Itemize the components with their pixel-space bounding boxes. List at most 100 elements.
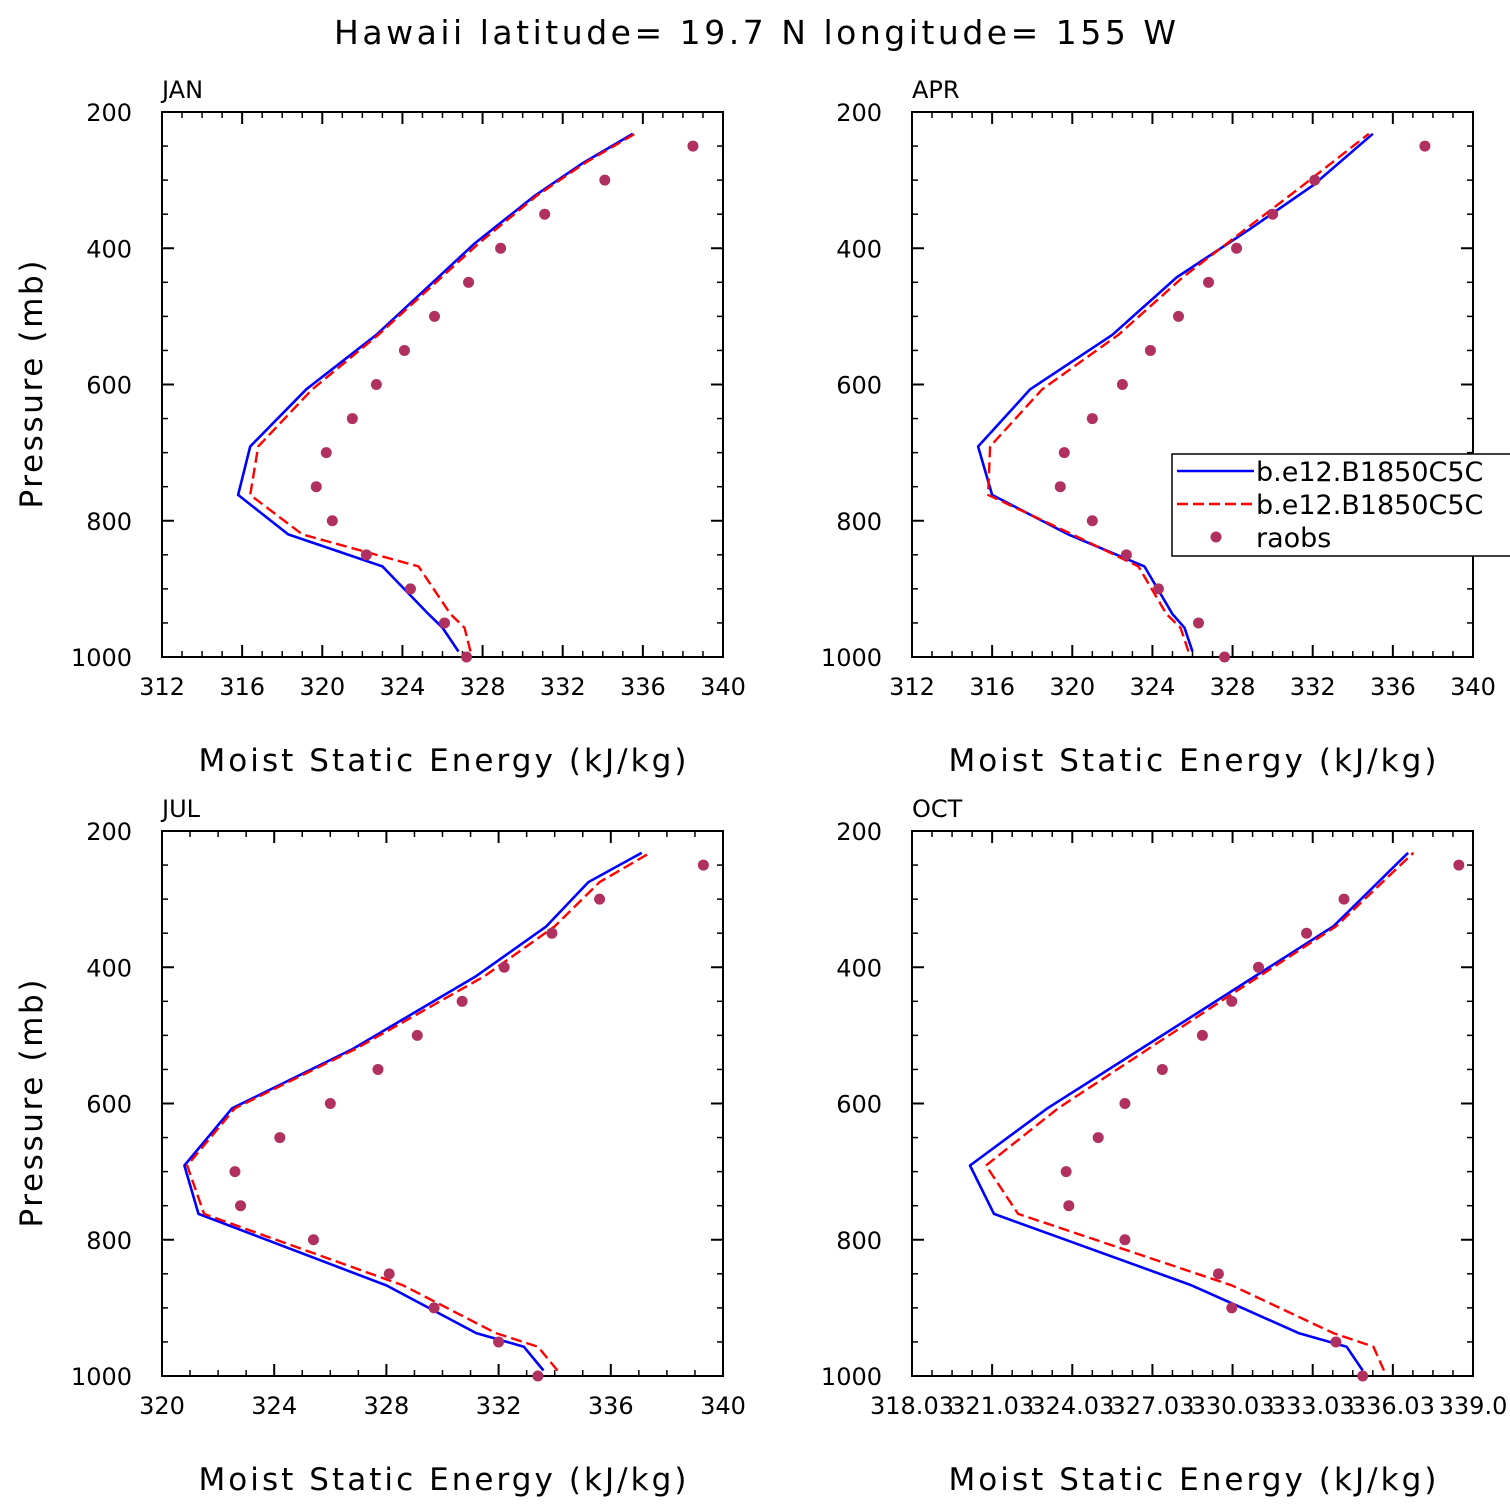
x-tick-label: 318.03: [870, 1392, 954, 1420]
raobs-point: [1301, 927, 1313, 939]
raobs-point: [1219, 651, 1231, 663]
raobs-point: [1120, 549, 1132, 561]
series-line-dashed: [248, 132, 636, 652]
raobs-point: [697, 859, 709, 871]
raobs-point: [372, 1063, 384, 1075]
raobs-point: [1252, 961, 1264, 973]
x-tick-label: 320: [299, 673, 345, 701]
y-tick-label: 800: [836, 1227, 882, 1255]
panel-label: JUL: [160, 795, 201, 823]
x-tick-label: 324: [380, 673, 426, 701]
x-axis-label: Moist Static Energy (kJ/kg): [199, 743, 687, 779]
raobs-point: [404, 583, 416, 595]
raobs-point: [229, 1166, 241, 1178]
plot-frame: [911, 111, 1474, 658]
raobs-point: [310, 481, 322, 493]
raobs-point: [360, 549, 372, 561]
y-tick-label: 1000: [71, 644, 132, 672]
x-tick-label: 321.03: [950, 1392, 1034, 1420]
raobs-point: [370, 379, 382, 390]
panels-container: 312 316 320 324 328 332 336 340 200 400 600 800 1000…: [14, 76, 1507, 1498]
y-tick-label: 200: [86, 99, 132, 127]
x-axis-label: Moist Static Energy (kJ/kg): [949, 743, 1437, 779]
raobs-point: [463, 276, 475, 288]
x-tick-label: 336: [620, 673, 666, 701]
legend-label: b.e12.B1850C5C: [1256, 490, 1483, 521]
y-tick-label: 200: [86, 818, 132, 846]
raobs-point: [1419, 140, 1431, 152]
raobs-point: [1267, 208, 1279, 220]
x-tick-label: 328: [460, 673, 506, 701]
raobs-point: [461, 651, 473, 663]
raobs-point: [1152, 583, 1164, 595]
legend-label: raobs: [1256, 523, 1331, 554]
raobs-point: [383, 1268, 395, 1280]
plot-frame: [161, 111, 724, 658]
y-axis-label: Pressure (mb): [14, 980, 50, 1228]
series-line-solid: [976, 132, 1374, 652]
series-line-dashed: [984, 851, 1415, 1371]
figure-title: Hawaii latitude= 19.7 N longitude= 155 W: [334, 13, 1176, 52]
raobs-point: [411, 1029, 423, 1041]
raobs-point: [1193, 617, 1205, 629]
y-tick-label: 600: [86, 1091, 132, 1119]
raobs-point: [687, 140, 699, 152]
y-tick-label: 600: [836, 372, 882, 400]
x-tick-label: 324: [1130, 673, 1176, 701]
x-tick-label: 340: [700, 673, 746, 701]
raobs-point: [320, 447, 332, 459]
raobs-point: [1226, 995, 1238, 1007]
x-tick-label: 324: [251, 1392, 297, 1420]
raobs-point: [1357, 1370, 1369, 1382]
raobs-point: [1119, 1234, 1131, 1246]
x-tick-label: 328: [363, 1392, 409, 1420]
raobs-point: [346, 413, 358, 425]
raobs-point: [326, 515, 338, 527]
y-tick-label: 400: [836, 235, 882, 263]
x-tick-label: 332: [540, 673, 586, 701]
panel-label: JAN: [160, 76, 203, 104]
y-tick-label: 600: [86, 372, 132, 400]
raobs-point: [274, 1132, 286, 1144]
y-axis-label: Pressure (mb): [14, 261, 50, 509]
raobs-point: [1058, 447, 1070, 459]
raobs-point: [1203, 276, 1215, 288]
x-axis-label: Moist Static Energy (kJ/kg): [949, 1462, 1437, 1498]
y-tick-label: 1000: [71, 1363, 132, 1391]
chart-panel-jan: 312 316 320 324 328 332 336 340 200 400 600 800 1000…: [14, 76, 746, 779]
raobs-point: [456, 995, 468, 1007]
raobs-point: [599, 174, 611, 186]
raobs-point: [1119, 1098, 1131, 1109]
raobs-point: [1092, 1132, 1104, 1144]
x-tick-label: 340: [1450, 673, 1496, 701]
raobs-point: [495, 242, 507, 254]
raobs-point: [1309, 174, 1321, 186]
raobs-point: [539, 208, 551, 220]
raobs-point: [1144, 344, 1156, 356]
x-tick-label: 320: [1049, 673, 1095, 701]
x-tick-label: 339.0: [1439, 1392, 1508, 1420]
chart-panel-oct: 318.03321.03324.03327.03330.03333.03336.…: [821, 795, 1507, 1498]
series-line-solid: [183, 851, 643, 1372]
raobs-point: [1338, 893, 1350, 905]
legend-label: b.e12.B1850C5C: [1256, 457, 1483, 488]
chart-panel-apr: 312 316 320 324 328 332 336 340 200 400 600 800 1000…: [821, 76, 1496, 779]
panel-label: OCT: [912, 795, 963, 823]
raobs-point: [532, 1370, 544, 1382]
raobs-point: [428, 310, 440, 322]
x-tick-label: 336: [1370, 673, 1416, 701]
x-tick-label: 328: [1210, 673, 1256, 701]
raobs-point: [1116, 379, 1128, 390]
x-tick-label: 324.03: [1030, 1392, 1114, 1420]
raobs-point: [324, 1098, 336, 1109]
x-axis-label: Moist Static Energy (kJ/kg): [199, 1462, 687, 1498]
y-tick-label: 800: [836, 508, 882, 536]
x-tick-label: 312: [889, 673, 935, 701]
x-tick-label: 332: [476, 1392, 522, 1420]
raobs-point: [1086, 413, 1098, 425]
raobs-point: [1054, 481, 1066, 493]
y-tick-label: 400: [86, 235, 132, 263]
y-tick-label: 1000: [821, 644, 882, 672]
